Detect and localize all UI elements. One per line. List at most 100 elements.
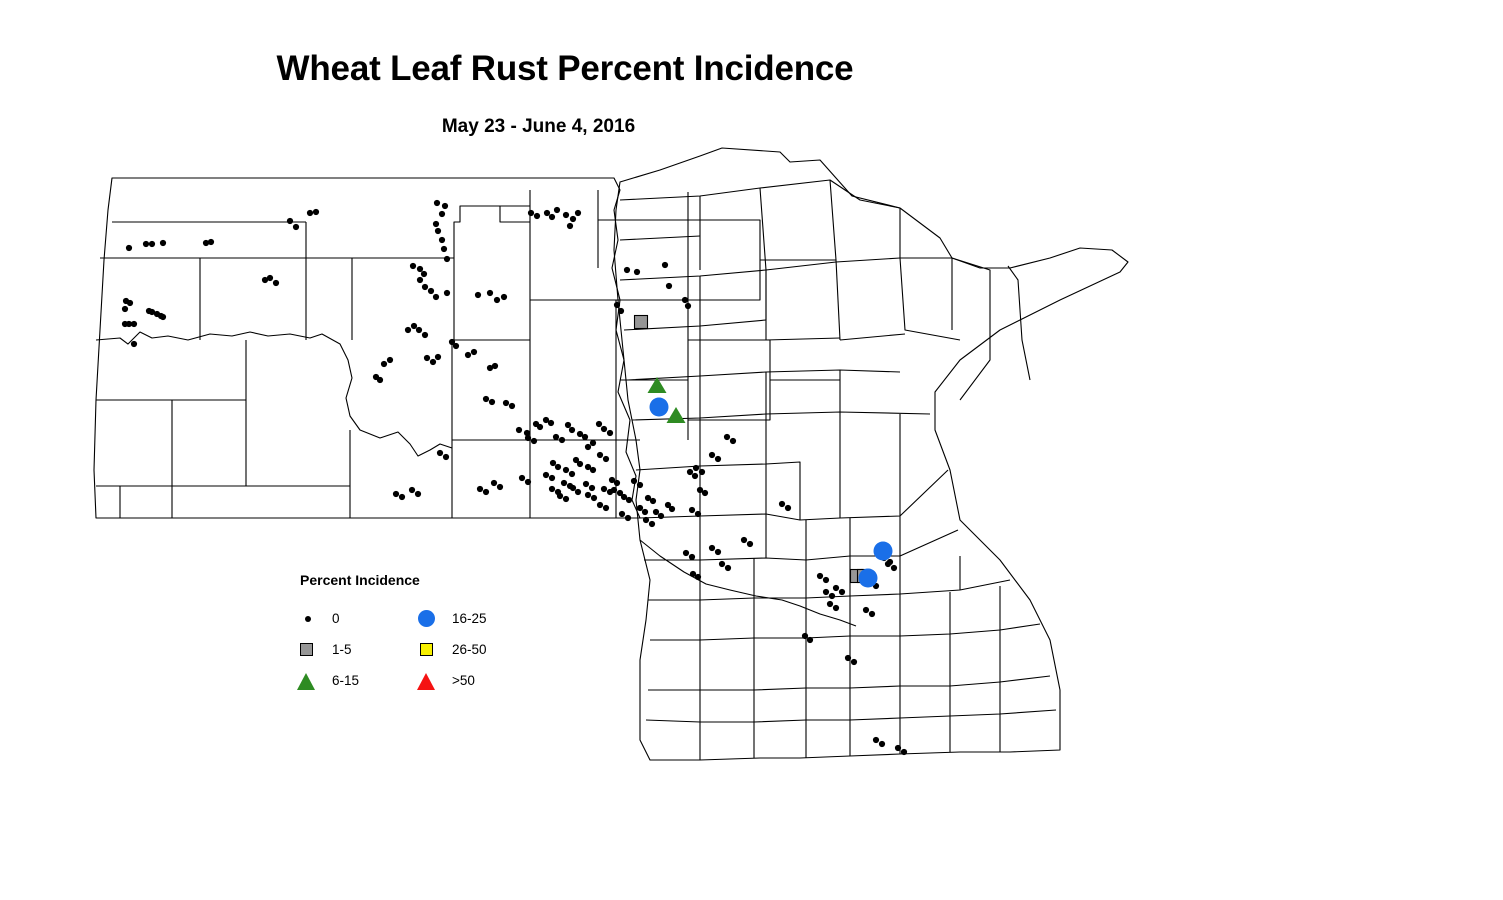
marker-zero[interactable] <box>427 287 435 295</box>
marker-zero[interactable] <box>623 266 631 274</box>
marker-zero[interactable] <box>553 206 561 214</box>
marker-zero[interactable] <box>554 463 562 471</box>
marker-zero[interactable] <box>890 564 898 572</box>
marker-zero[interactable] <box>602 504 610 512</box>
marker-zero[interactable] <box>664 501 672 509</box>
marker-zero[interactable] <box>408 486 416 494</box>
marker-zero[interactable] <box>681 296 689 304</box>
marker-zero[interactable] <box>574 209 582 217</box>
marker-zero[interactable] <box>130 340 138 348</box>
marker-zero[interactable] <box>826 600 834 608</box>
marker-zero[interactable] <box>692 464 700 472</box>
marker-zero[interactable] <box>694 573 702 581</box>
marker-zero[interactable] <box>508 402 516 410</box>
marker-zero[interactable] <box>884 560 892 568</box>
marker-zero[interactable] <box>404 326 412 334</box>
marker-triangle[interactable] <box>647 377 667 393</box>
marker-zero[interactable] <box>552 433 560 441</box>
marker-zero[interactable] <box>600 425 608 433</box>
marker-zero[interactable] <box>448 338 456 346</box>
marker-zero[interactable] <box>488 398 496 406</box>
marker-zero[interactable] <box>562 495 570 503</box>
marker-zero[interactable] <box>482 488 490 496</box>
marker-zero[interactable] <box>125 244 133 252</box>
marker-zero[interactable] <box>588 484 596 492</box>
marker-zero[interactable] <box>543 209 551 217</box>
marker-zero[interactable] <box>688 506 696 514</box>
marker-circle[interactable] <box>649 397 669 417</box>
marker-zero[interactable] <box>682 549 690 557</box>
marker-zero[interactable] <box>414 490 422 498</box>
marker-zero[interactable] <box>482 395 490 403</box>
marker-zero[interactable] <box>801 632 809 640</box>
marker-zero[interactable] <box>684 302 692 310</box>
marker-zero[interactable] <box>657 512 665 520</box>
marker-zero[interactable] <box>806 636 814 644</box>
marker-zero[interactable] <box>708 544 716 552</box>
marker-zero[interactable] <box>416 276 424 284</box>
marker-zero[interactable] <box>530 437 538 445</box>
marker-zero[interactable] <box>894 744 902 752</box>
marker-zero[interactable] <box>613 479 621 487</box>
marker-zero[interactable] <box>434 227 442 235</box>
marker-zero[interactable] <box>566 482 574 490</box>
marker-zero[interactable] <box>130 320 138 328</box>
marker-zero[interactable] <box>568 426 576 434</box>
marker-zero[interactable] <box>562 466 570 474</box>
marker-zero[interactable] <box>376 376 384 384</box>
marker-zero[interactable] <box>584 463 592 471</box>
marker-zero[interactable] <box>490 479 498 487</box>
marker-zero[interactable] <box>440 245 448 253</box>
marker-zero[interactable] <box>624 514 632 522</box>
marker-zero[interactable] <box>602 455 610 463</box>
marker-zero[interactable] <box>778 500 786 508</box>
marker-zero[interactable] <box>832 584 840 592</box>
marker-zero[interactable] <box>691 472 699 480</box>
marker-zero[interactable] <box>558 436 566 444</box>
marker-zero[interactable] <box>486 289 494 297</box>
marker-circle[interactable] <box>858 568 878 588</box>
marker-zero[interactable] <box>432 293 440 301</box>
marker-zero[interactable] <box>202 239 210 247</box>
marker-zero[interactable] <box>438 236 446 244</box>
marker-zero[interactable] <box>689 570 697 578</box>
marker-zero[interactable] <box>548 474 556 482</box>
marker-zero[interactable] <box>708 451 716 459</box>
marker-zero[interactable] <box>420 270 428 278</box>
marker-zero[interactable] <box>784 504 792 512</box>
marker-zero[interactable] <box>589 439 597 447</box>
marker-zero[interactable] <box>694 510 702 518</box>
marker-zero[interactable] <box>850 658 858 666</box>
marker-zero[interactable] <box>148 240 156 248</box>
marker-zero[interactable] <box>438 210 446 218</box>
marker-zero[interactable] <box>415 326 423 334</box>
marker-zero[interactable] <box>434 353 442 361</box>
marker-zero[interactable] <box>306 209 314 217</box>
incidence-markers[interactable] <box>121 199 908 756</box>
marker-zero[interactable] <box>606 488 614 496</box>
marker-zero[interactable] <box>527 209 535 217</box>
marker-zero[interactable] <box>644 494 652 502</box>
marker-zero[interactable] <box>718 560 726 568</box>
marker-zero[interactable] <box>636 504 644 512</box>
marker-zero[interactable] <box>159 239 167 247</box>
marker-zero[interactable] <box>740 536 748 544</box>
marker-zero[interactable] <box>409 262 417 270</box>
marker-zero[interactable] <box>562 211 570 219</box>
marker-zero[interactable] <box>443 255 451 263</box>
marker-zero[interactable] <box>661 261 669 269</box>
marker-zero[interactable] <box>261 276 269 284</box>
marker-zero[interactable] <box>548 213 556 221</box>
marker-zero[interactable] <box>822 576 830 584</box>
marker-zero[interactable] <box>207 238 215 246</box>
marker-zero[interactable] <box>542 471 550 479</box>
marker-zero[interactable] <box>633 268 641 276</box>
marker-zero[interactable] <box>159 313 167 321</box>
marker-zero[interactable] <box>596 451 604 459</box>
marker-zero[interactable] <box>126 299 134 307</box>
marker-zero[interactable] <box>493 296 501 304</box>
marker-zero[interactable] <box>590 494 598 502</box>
marker-zero[interactable] <box>822 588 830 596</box>
